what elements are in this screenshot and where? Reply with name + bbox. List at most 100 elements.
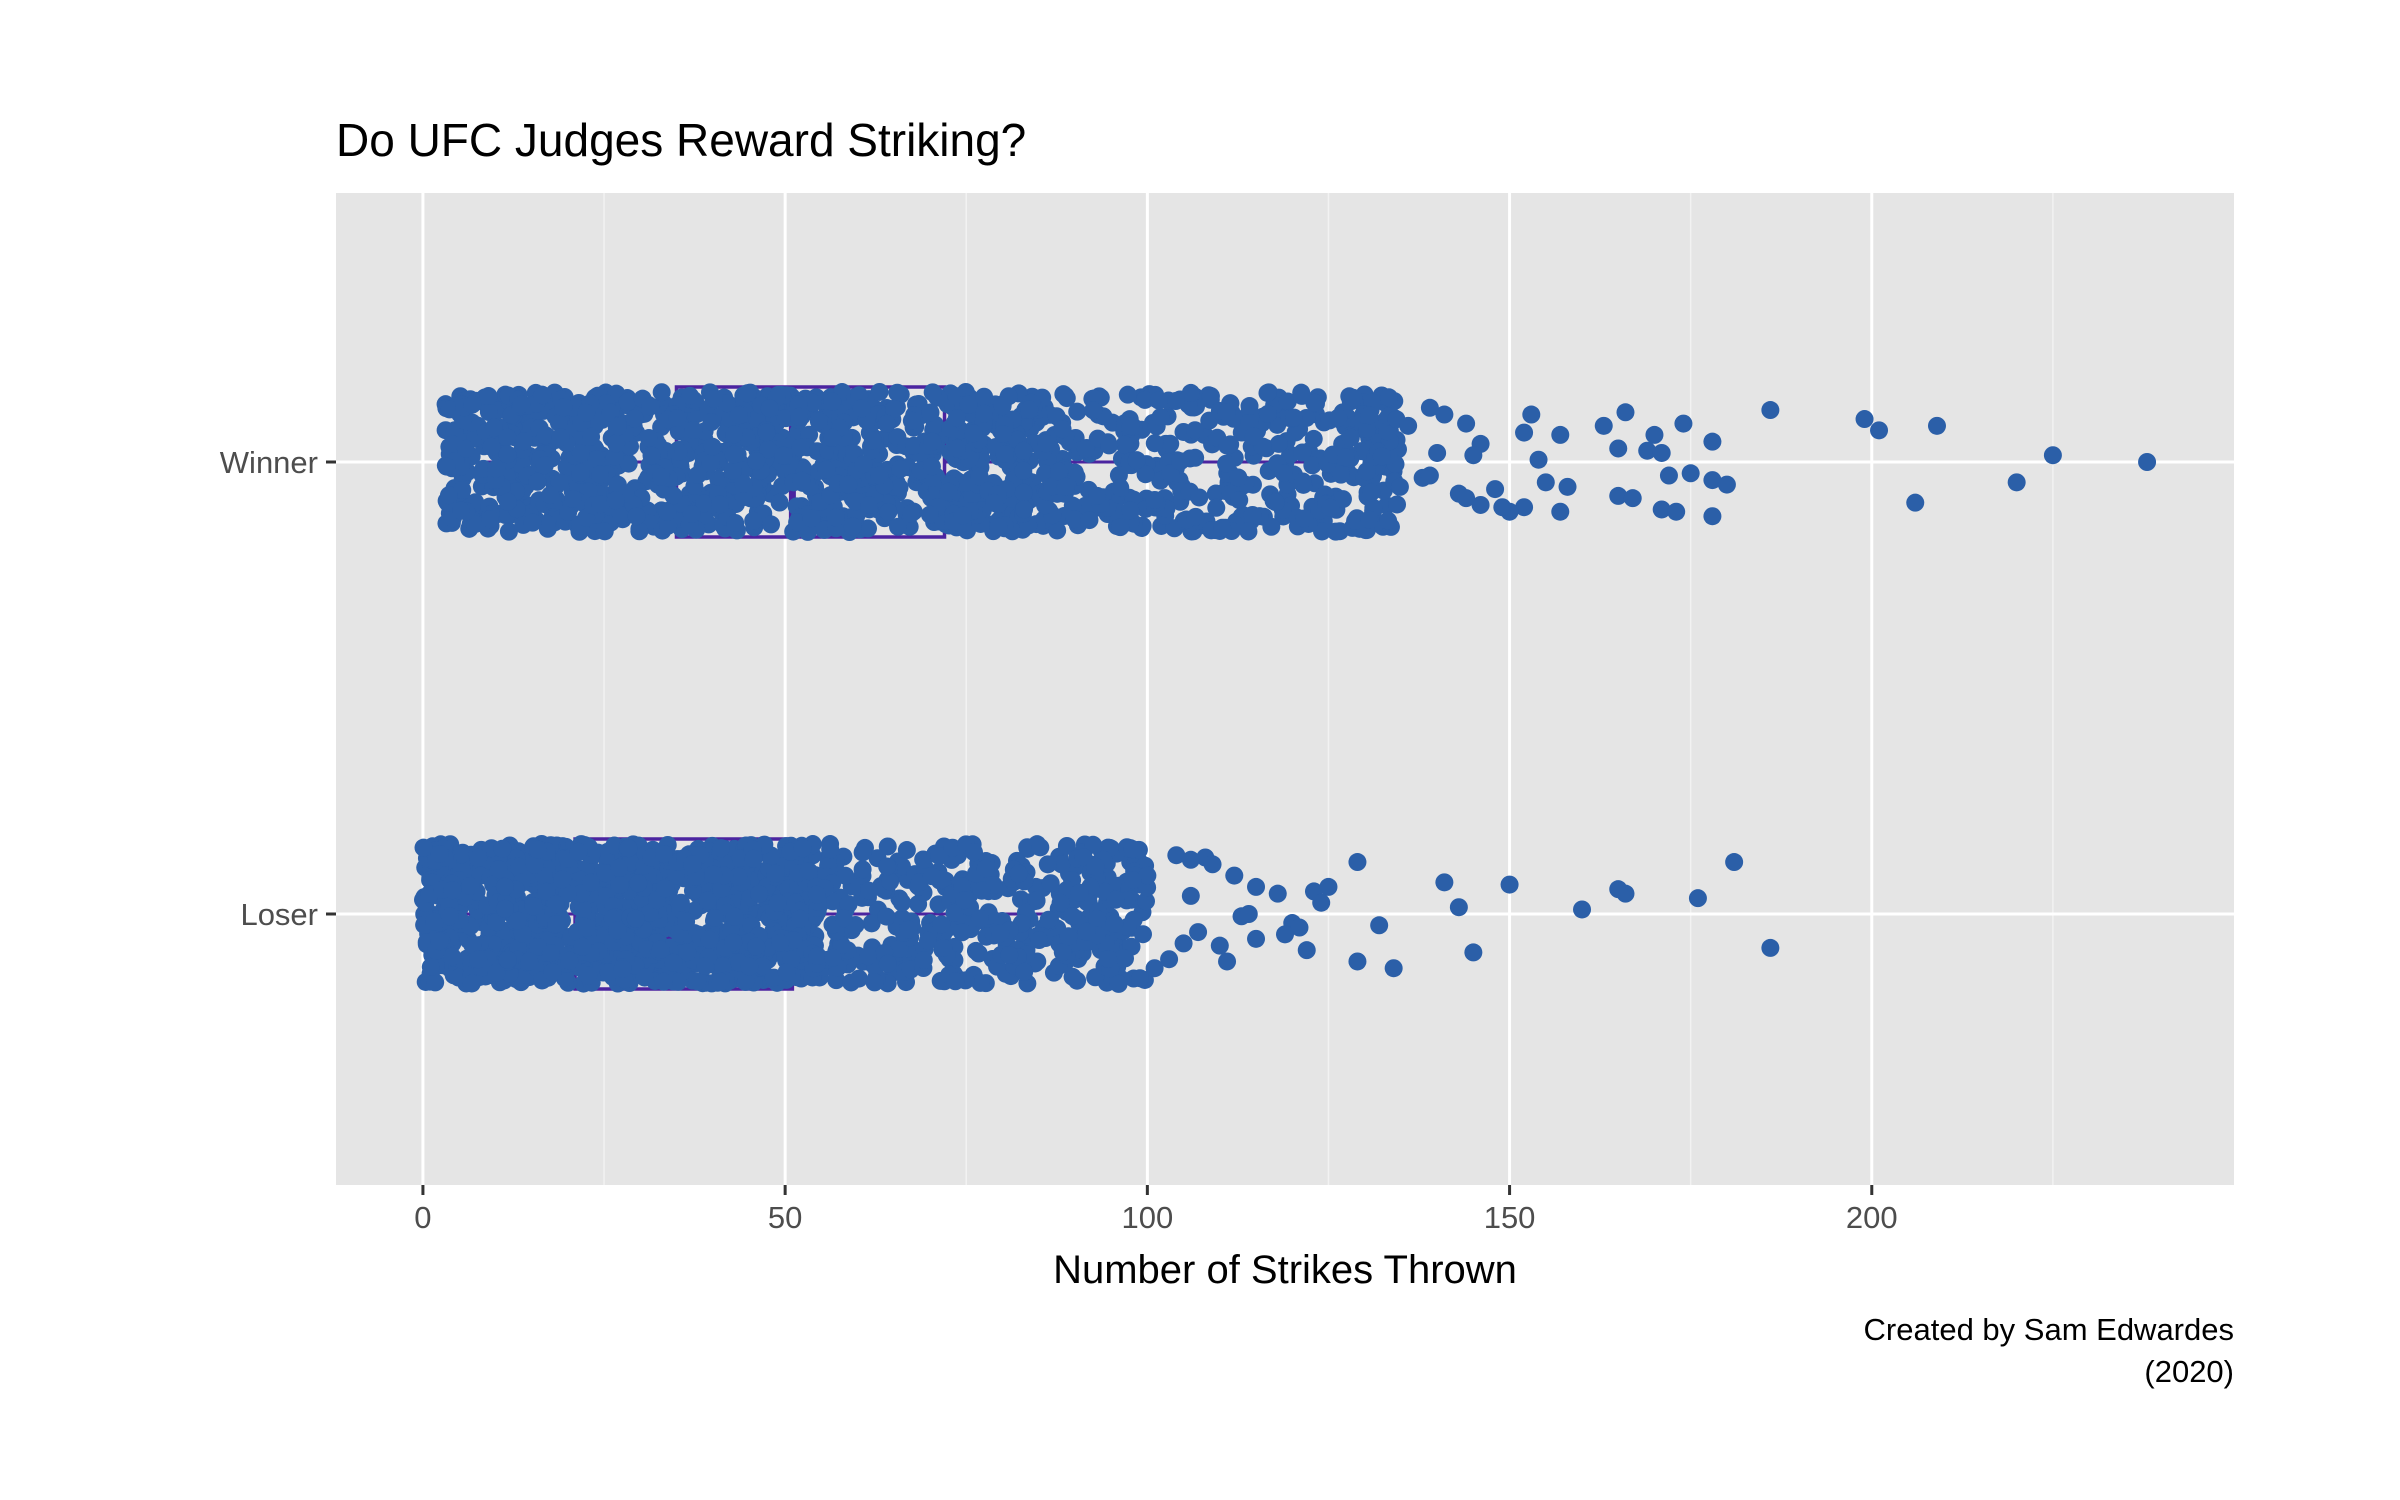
data-point: [512, 395, 531, 414]
y-tick-label: Loser: [240, 897, 318, 932]
data-point: [487, 963, 506, 982]
data-point: [1229, 468, 1248, 487]
data-point: [823, 948, 842, 967]
data-point: [784, 931, 803, 950]
data-point: [1855, 410, 1874, 429]
data-point: [1449, 898, 1468, 917]
data-point: [821, 840, 840, 859]
data-point: [902, 411, 921, 430]
data-point: [890, 478, 909, 497]
data-point: [1239, 905, 1258, 923]
data-point: [947, 409, 966, 428]
data-point: [809, 412, 828, 431]
data-point: [790, 407, 809, 426]
data-point: [700, 930, 719, 949]
data-point: [1063, 907, 1082, 926]
data-point: [678, 943, 697, 962]
data-point: [1070, 883, 1089, 902]
data-point: [1609, 880, 1628, 899]
data-point: [1645, 425, 1664, 444]
data-point: [939, 482, 958, 501]
data-point: [667, 866, 686, 885]
data-point: [1218, 436, 1237, 455]
caption-line-2: (2020): [2144, 1354, 2234, 1389]
data-point: [1018, 838, 1037, 857]
data-point: [790, 909, 809, 928]
data-point: [888, 383, 907, 402]
data-point: [947, 439, 966, 458]
data-point: [1111, 518, 1130, 537]
data-point: [1014, 441, 1033, 460]
data-point: [498, 950, 517, 969]
data-point: [859, 519, 878, 538]
data-point: [1145, 959, 1164, 978]
data-point: [1435, 873, 1454, 892]
data-point: [1240, 397, 1259, 416]
data-point: [609, 858, 628, 877]
data-point: [1203, 855, 1222, 874]
data-point: [487, 459, 506, 478]
data-point: [1420, 466, 1439, 485]
data-point: [808, 947, 827, 966]
data-point: [989, 517, 1008, 536]
data-point: [711, 972, 730, 991]
data-point: [757, 423, 776, 442]
data-point: [771, 933, 790, 952]
data-point: [974, 404, 993, 423]
data-point: [1652, 500, 1671, 519]
data-point: [836, 866, 855, 885]
data-point: [1186, 507, 1205, 526]
data-point: [1052, 855, 1071, 874]
data-point: [484, 418, 503, 437]
data-point: [839, 475, 858, 494]
data-point: [953, 923, 972, 942]
data-point: [1303, 456, 1322, 475]
data-point: [2138, 453, 2157, 471]
data-point: [695, 494, 714, 513]
data-point: [1130, 969, 1149, 988]
data-point: [1390, 477, 1409, 496]
data-point: [1616, 403, 1635, 422]
data-point: [498, 428, 517, 447]
data-point: [498, 445, 517, 464]
data-point: [1111, 478, 1130, 497]
data-point: [762, 515, 781, 534]
data-point: [564, 489, 583, 508]
data-point: [466, 514, 485, 533]
data-point: [945, 903, 964, 922]
data-point: [551, 428, 570, 447]
data-point: [613, 959, 632, 978]
data-point: [740, 957, 759, 976]
data-point: [1053, 420, 1072, 439]
data-point: [1015, 962, 1034, 981]
data-point: [877, 907, 896, 926]
data-point: [1041, 874, 1060, 893]
data-point: [1240, 412, 1259, 431]
data-point: [1000, 946, 1019, 965]
data-point: [1667, 502, 1686, 521]
data-point: [1681, 464, 1700, 483]
data-point: [440, 907, 459, 926]
data-point: [1274, 464, 1293, 483]
data-point: [498, 492, 517, 511]
data-point: [1674, 414, 1693, 433]
data-point: [543, 963, 562, 982]
data-point: [920, 505, 939, 524]
data-point: [630, 522, 649, 541]
data-point: [1118, 385, 1137, 404]
y-tick-label: Winner: [220, 445, 318, 480]
data-point: [1609, 439, 1628, 458]
data-point: [601, 403, 620, 422]
data-point: [1088, 909, 1107, 928]
data-point: [995, 444, 1014, 463]
data-point: [574, 899, 593, 918]
data-point: [629, 874, 648, 893]
data-point: [964, 843, 983, 862]
data-point: [753, 957, 772, 976]
data-point: [1109, 974, 1128, 993]
data-point: [571, 444, 590, 463]
data-point: [1123, 840, 1142, 859]
data-point: [1201, 387, 1220, 406]
data-point: [774, 446, 793, 465]
data-point: [1038, 855, 1057, 874]
